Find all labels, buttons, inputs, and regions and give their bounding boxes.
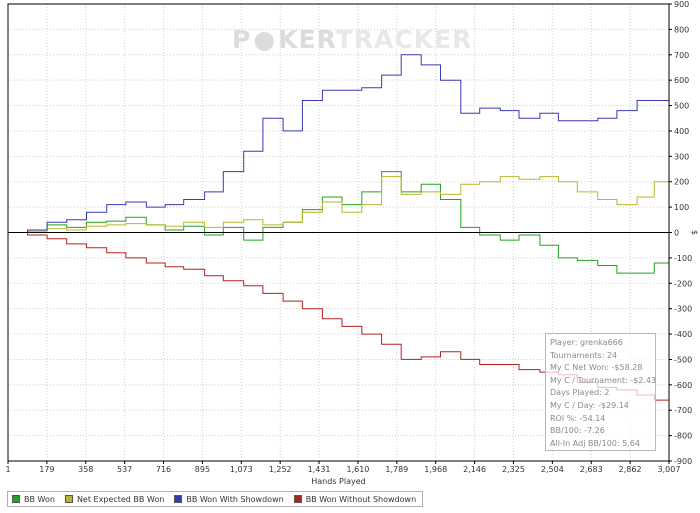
stat-net-won: My C Net Won: -$58.28 bbox=[550, 363, 643, 373]
x-tick-label: 2,683 bbox=[580, 465, 603, 474]
legend-item: Net Expected BB Won bbox=[61, 495, 170, 504]
legend-swatch bbox=[293, 495, 302, 503]
stat-bb100: BB/100: -7.26 bbox=[550, 426, 605, 436]
stat-roi: ROI %: -54.14 bbox=[550, 413, 606, 423]
stat-tournaments: Tournaments: 24 bbox=[550, 350, 618, 360]
x-tick-label: 537 bbox=[117, 465, 132, 474]
y-tick-label: -800 bbox=[674, 432, 692, 441]
y-tick-label: -700 bbox=[674, 406, 692, 415]
stat-per-day: My C / Day: -$29.14 bbox=[550, 400, 629, 410]
y-tick-label: -600 bbox=[674, 381, 692, 390]
stat-days-played: Days Played: 2 bbox=[550, 388, 610, 398]
x-tick-label: 3,007 bbox=[658, 465, 681, 474]
stat-allin-bb100: All-In Adj BB/100: 5.64 bbox=[550, 438, 640, 448]
x-tick-label: 1,789 bbox=[385, 465, 408, 474]
legend-item: BB Won bbox=[8, 495, 61, 504]
x-tick-label: 1,968 bbox=[424, 465, 447, 474]
y-tick-label: 400 bbox=[674, 127, 689, 136]
y-tick-label: -500 bbox=[674, 355, 692, 364]
legend-label: Net Expected BB Won bbox=[76, 494, 165, 504]
x-tick-label: 716 bbox=[156, 465, 171, 474]
y-tick-label: -300 bbox=[674, 305, 692, 314]
x-tick-label: 2,146 bbox=[463, 465, 486, 474]
y-axis-ticks: 900 800 700 600 500 400 300 200 100 0 -100 -200 -300… bbox=[669, 0, 692, 466]
series-line-1 bbox=[8, 171, 670, 279]
y-tick-label: 0 bbox=[674, 229, 679, 238]
y-tick-label: 300 bbox=[674, 152, 689, 161]
x-tick-label: 1,431 bbox=[308, 465, 331, 474]
y-tick-label: -100 bbox=[674, 254, 692, 263]
x-tick-label: 2,862 bbox=[619, 465, 642, 474]
y-tick-label: 600 bbox=[674, 76, 689, 85]
x-tick-label: 2,504 bbox=[541, 465, 564, 474]
y-tick-label: 900 bbox=[674, 0, 689, 9]
y-tick-label: 200 bbox=[674, 178, 689, 187]
stat-player: Player: grenka666 bbox=[550, 338, 623, 347]
x-tick-label: 2,325 bbox=[502, 465, 525, 474]
legend-label: BB Won Without Showdown bbox=[305, 494, 417, 504]
x-tick-label: 1,073 bbox=[230, 465, 253, 474]
y-tick-label: 100 bbox=[674, 203, 689, 212]
stat-per-tournament: My C / Tournament: -$2.43 bbox=[550, 375, 657, 385]
x-tick-label: 1,610 bbox=[346, 465, 369, 474]
x-tick-label: 895 bbox=[195, 465, 210, 474]
legend-swatch bbox=[174, 495, 183, 503]
legend-item: BB Won Without Showdown bbox=[290, 495, 422, 504]
legend-swatch bbox=[64, 495, 73, 503]
legend-swatch bbox=[12, 495, 20, 503]
x-tick-label: 1,252 bbox=[269, 465, 292, 474]
series-line-2 bbox=[8, 176, 670, 233]
series-line-3 bbox=[8, 54, 670, 233]
x-tick-label: 1 bbox=[5, 465, 10, 474]
y-tick-label: -400 bbox=[674, 330, 692, 339]
x-tick-label: 358 bbox=[78, 465, 93, 474]
legend-item: BB Won With Showdown bbox=[170, 495, 289, 504]
y-tick-label: 800 bbox=[674, 25, 689, 34]
chart-legend: BB Won Net Expected BB Won BB Won With Sho… bbox=[7, 491, 424, 507]
legend-label: BB Won bbox=[24, 494, 55, 504]
y-axis-label: $ bbox=[690, 230, 699, 235]
x-axis-ticks: 1 179 358 537 716 895 1,073 1,252 1,431 1,610 1,78… bbox=[5, 461, 680, 474]
y-tick-label: 500 bbox=[674, 102, 689, 111]
x-tick-label: 179 bbox=[39, 465, 54, 474]
y-tick-label: -200 bbox=[674, 279, 692, 288]
player-stats-box: Player: grenka666 Tournaments: 24 My C N… bbox=[545, 333, 656, 451]
y-tick-label: 700 bbox=[674, 51, 689, 60]
poker-chip-icon: ● bbox=[253, 25, 276, 54]
x-axis-label: Hands Played bbox=[311, 477, 365, 486]
legend-label: BB Won With Showdown bbox=[186, 494, 284, 504]
y-tick-label: -900 bbox=[674, 457, 692, 466]
pokertracker-watermark: P●KERTRACKER bbox=[232, 25, 472, 54]
